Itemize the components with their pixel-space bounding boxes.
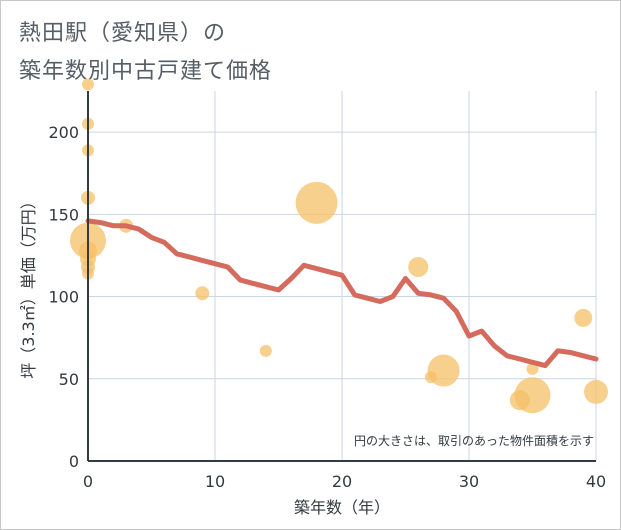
chart-title-line2: 築年数別中古戸建て価格 (19, 59, 273, 84)
bubble-point (514, 377, 551, 414)
y-tick-labels: 0 50 100 150 200 (48, 123, 79, 471)
x-tick-label: 10 (205, 472, 225, 491)
bubble-point (526, 362, 539, 375)
x-tick-label: 30 (459, 472, 479, 491)
y-axis-label: 坪（3.3㎡）単価（万円） (19, 193, 38, 378)
y-tick-label: 50 (59, 370, 79, 389)
y-tick-label: 200 (48, 123, 79, 142)
bubble-point (427, 354, 460, 387)
x-tick-labels: 0 10 20 30 40 (83, 472, 606, 491)
bubble-point (82, 78, 94, 91)
y-tick-label: 0 (69, 452, 79, 471)
bubble-point (584, 379, 608, 404)
x-axis-label: 築年数（年） (294, 498, 390, 517)
bubble-point (195, 286, 210, 301)
bubble-point (295, 181, 338, 224)
x-tick-label: 0 (83, 472, 93, 491)
x-tick-label: 40 (586, 472, 606, 491)
bubble-point (259, 344, 272, 357)
x-tick-label: 20 (332, 472, 352, 491)
bubble-point (574, 308, 593, 327)
chart-title-line1: 熱田駅（愛知県）の (19, 21, 227, 46)
y-tick-label: 150 (48, 205, 79, 224)
bubble-size-note: 円の大きさは、取引のあった物件面積を示す (354, 433, 594, 448)
bubble-point (408, 256, 429, 277)
average-price-line (85, 218, 599, 369)
y-tick-label: 100 (48, 288, 79, 307)
